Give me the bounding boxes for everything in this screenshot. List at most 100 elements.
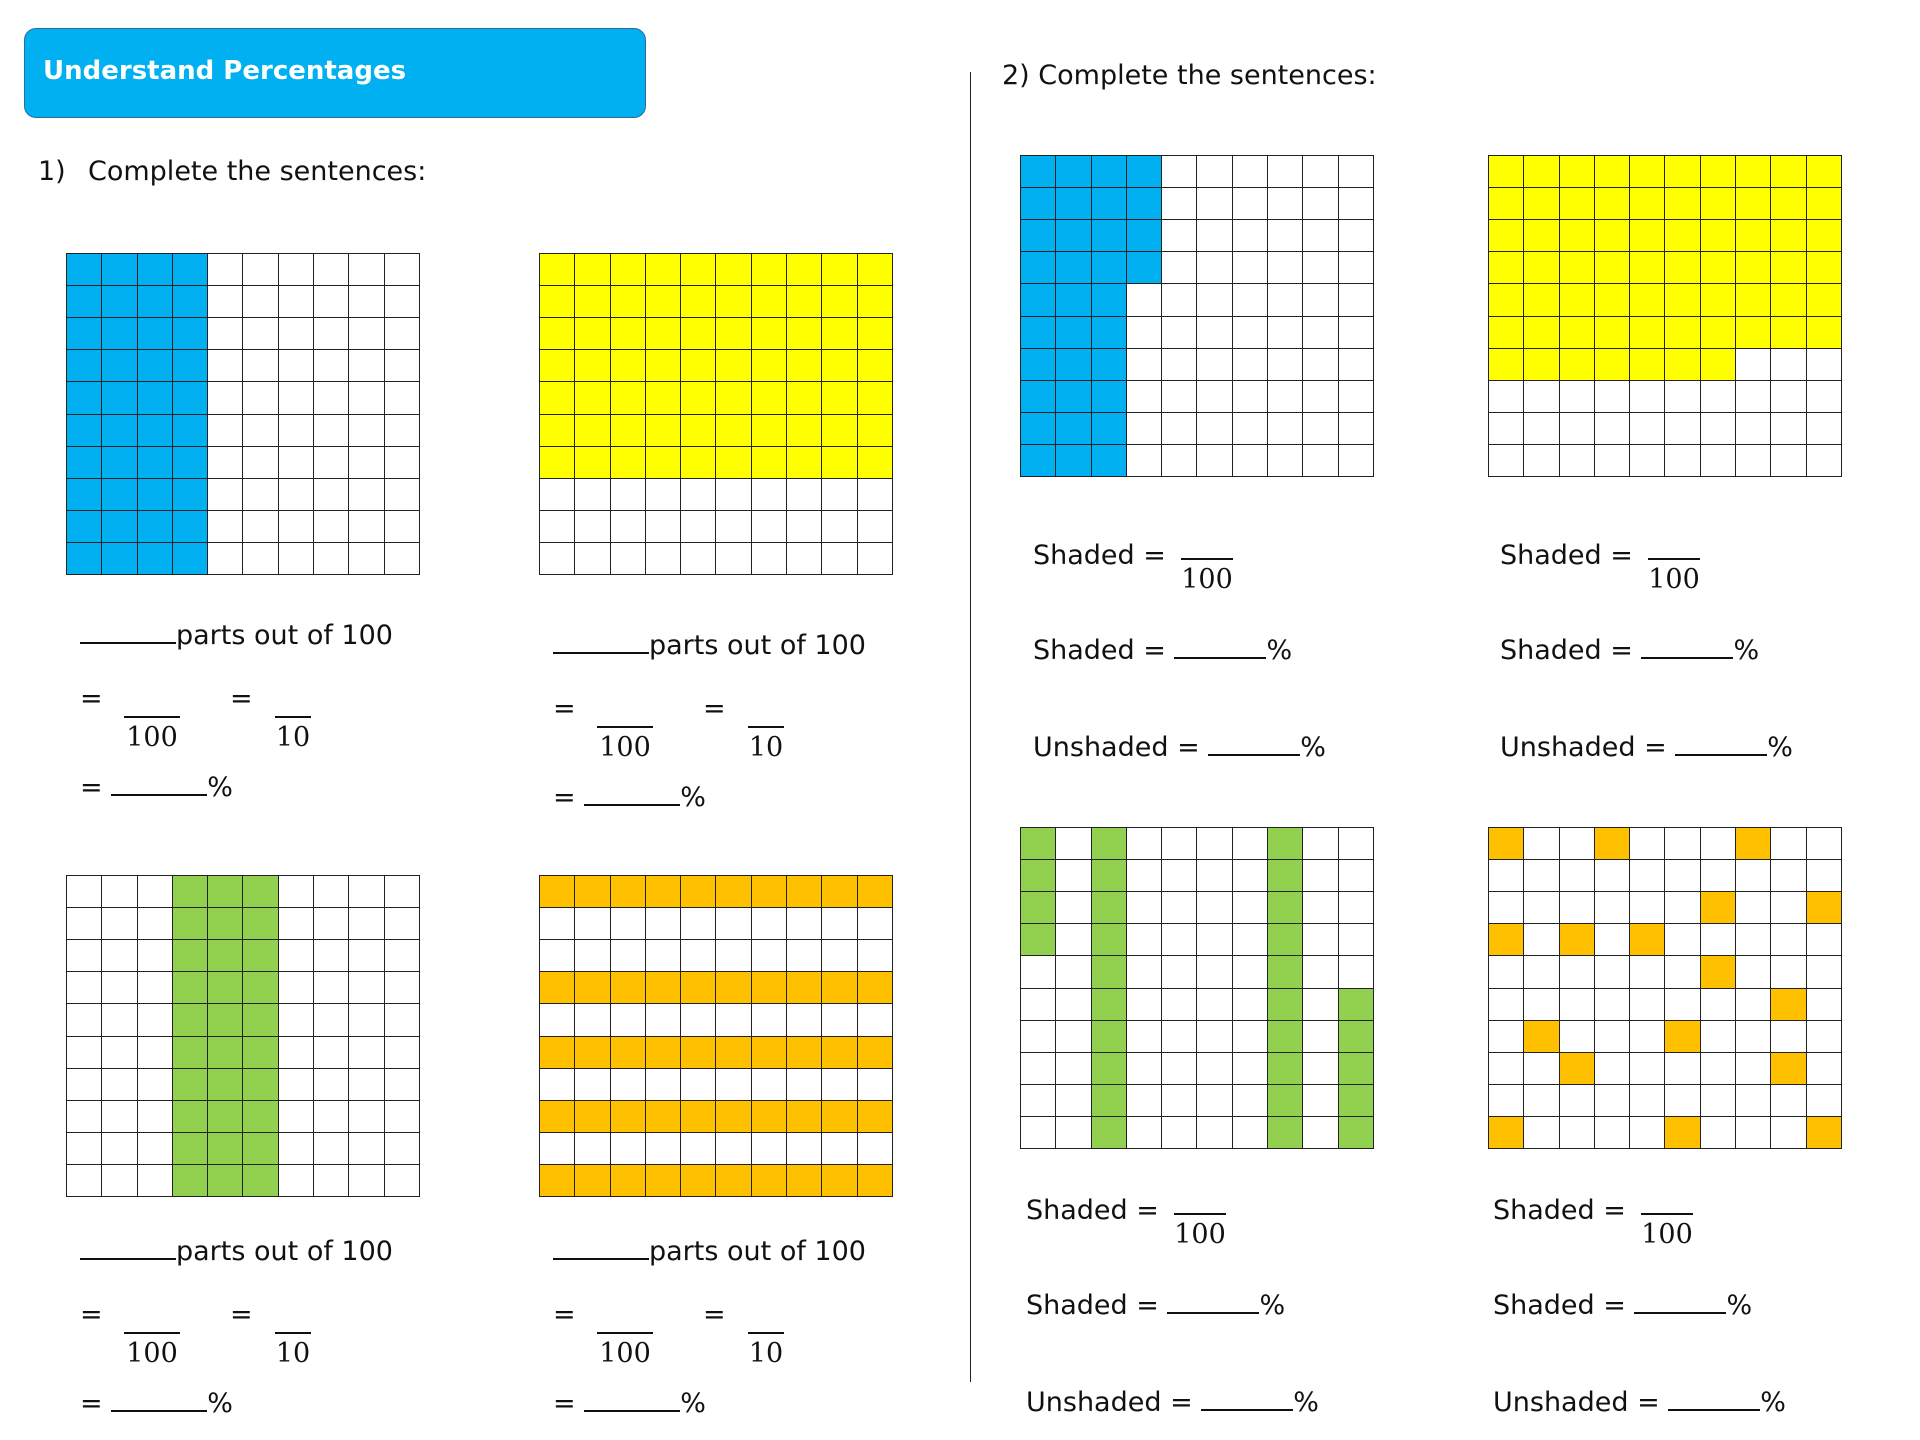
unshaded-square	[1806, 1084, 1841, 1116]
fraction-bar-blank[interactable]	[1641, 1213, 1693, 1215]
unshaded-square	[1303, 444, 1338, 476]
answer-blank[interactable]	[1208, 753, 1301, 756]
unshaded-square	[1524, 956, 1559, 988]
unshaded-square	[1162, 252, 1197, 284]
shaded-square	[857, 382, 892, 414]
unshaded-square	[610, 510, 645, 542]
shaded-label: Shaded =	[1493, 1290, 1626, 1321]
unshaded-square	[1197, 860, 1232, 892]
shaded-square	[645, 286, 681, 318]
answer-blank[interactable]	[111, 793, 208, 796]
unshaded-square	[67, 1100, 102, 1132]
answer-blank[interactable]	[584, 1409, 681, 1412]
fraction-bar-blank[interactable]	[1648, 558, 1700, 560]
fraction-bar-blank[interactable]	[748, 1332, 784, 1334]
fraction-bar-blank[interactable]	[275, 1332, 311, 1334]
answer-blank[interactable]	[584, 803, 681, 806]
unshaded-square	[1021, 1084, 1056, 1116]
shaded-square	[172, 414, 208, 446]
unshaded-square	[1771, 956, 1806, 988]
unshaded-square	[1665, 828, 1700, 860]
answer-blank[interactable]	[80, 641, 176, 644]
shaded-square	[1091, 348, 1126, 380]
shaded-square	[787, 1100, 822, 1132]
answer-blank[interactable]	[1641, 656, 1734, 659]
answer-blank[interactable]	[1668, 1408, 1761, 1411]
fraction-bar-blank[interactable]	[1174, 1213, 1226, 1215]
unshaded-square	[1700, 1084, 1736, 1116]
unshaded-square	[751, 1068, 787, 1100]
unshaded-square	[716, 1004, 751, 1036]
unshaded-square	[1232, 188, 1268, 220]
percent-sign: %	[207, 772, 233, 803]
answer-blank[interactable]	[1174, 656, 1267, 659]
unshaded-square	[1736, 956, 1771, 988]
answer-blank[interactable]	[553, 651, 649, 654]
shaded-square	[1268, 1052, 1303, 1084]
unshaded-square	[540, 478, 575, 510]
unshaded-square	[384, 350, 419, 382]
unshaded-square	[314, 318, 349, 350]
unshaded-square	[278, 510, 314, 542]
answer-blank[interactable]	[1675, 753, 1768, 756]
unshaded-square	[1489, 956, 1524, 988]
unshaded-square	[1197, 988, 1232, 1020]
shaded-square	[716, 382, 751, 414]
unshaded-square	[540, 1068, 575, 1100]
fraction-bar-blank[interactable]	[124, 716, 180, 718]
unshaded-square	[1303, 892, 1338, 924]
unshaded-square	[751, 542, 787, 574]
shaded-square	[1594, 220, 1630, 252]
answer-blank[interactable]	[1634, 1311, 1727, 1314]
shaded-label: Shaded =	[1500, 635, 1633, 666]
shaded-square	[645, 1164, 681, 1196]
unshaded-square	[1126, 380, 1162, 412]
unshaded-square	[67, 1004, 102, 1036]
fraction-bar-blank[interactable]	[275, 716, 311, 718]
unshaded-square	[102, 940, 137, 972]
unshaded-square	[1303, 188, 1338, 220]
shaded-square	[681, 972, 716, 1004]
answer-blank[interactable]	[1201, 1408, 1294, 1411]
shaded-square	[1630, 252, 1665, 284]
shaded-square	[172, 446, 208, 478]
unshaded-square	[787, 542, 822, 574]
shaded-square	[1021, 188, 1056, 220]
shaded-square	[1524, 220, 1559, 252]
shaded-square	[102, 510, 137, 542]
unshaded-square	[67, 908, 102, 940]
shaded-label: Shaded =	[1033, 635, 1166, 666]
answer-blank[interactable]	[111, 1409, 208, 1412]
unshaded-square	[1489, 444, 1524, 476]
answer-blank[interactable]	[553, 1257, 649, 1260]
unshaded-square	[1126, 1116, 1162, 1148]
shaded-square	[1091, 252, 1126, 284]
unshaded-square	[1056, 1116, 1091, 1148]
unshaded-square	[314, 382, 349, 414]
unshaded-square	[1806, 956, 1841, 988]
shaded-square	[1056, 348, 1091, 380]
shaded-square	[787, 1164, 822, 1196]
shaded-square	[172, 1132, 208, 1164]
fraction-bar-blank[interactable]	[597, 726, 653, 728]
unshaded-square	[1700, 1052, 1736, 1084]
fraction-bar-blank[interactable]	[597, 1332, 653, 1334]
shaded-square	[102, 446, 137, 478]
fraction-bar-blank[interactable]	[124, 1332, 180, 1334]
unshaded-square	[1268, 252, 1303, 284]
shaded-square	[102, 542, 137, 574]
shaded-square	[243, 1036, 278, 1068]
fraction-bar-blank[interactable]	[1181, 558, 1233, 560]
unshaded-square	[1126, 1020, 1162, 1052]
unshaded-square	[1665, 380, 1700, 412]
unshaded-square	[1268, 284, 1303, 316]
fraction: 100	[597, 726, 653, 763]
fraction-bar-blank[interactable]	[748, 726, 784, 728]
unshaded-square	[349, 1068, 384, 1100]
unshaded-square	[1126, 444, 1162, 476]
answer-blank[interactable]	[1167, 1311, 1260, 1314]
answer-blank[interactable]	[80, 1257, 176, 1260]
unshaded-square	[278, 478, 314, 510]
shaded-square	[751, 318, 787, 350]
unshaded-square	[208, 478, 243, 510]
